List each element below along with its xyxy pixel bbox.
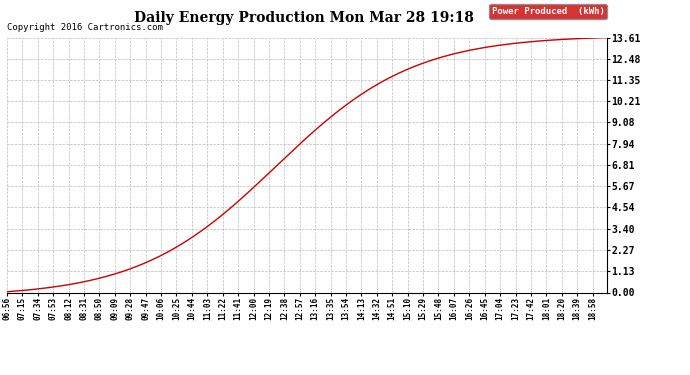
Text: Copyright 2016 Cartronics.com: Copyright 2016 Cartronics.com [7,23,163,32]
Text: Daily Energy Production Mon Mar 28 19:18: Daily Energy Production Mon Mar 28 19:18 [134,11,473,25]
Legend: Power Produced  (kWh): Power Produced (kWh) [489,4,607,19]
